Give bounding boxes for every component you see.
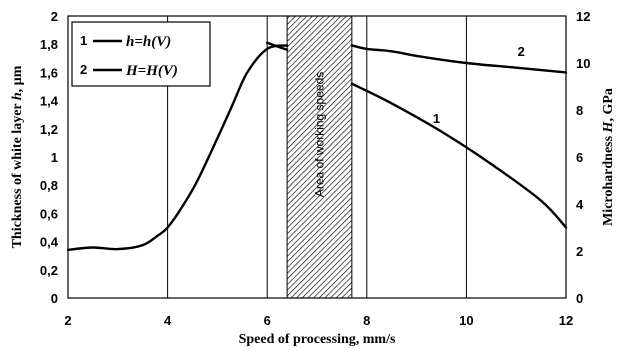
series-lines — [66, 41, 568, 251]
x-axis-ticks: 2 4 6 8 10 12 — [64, 313, 573, 328]
left-axis-label: Thickness of white layer h, µm — [10, 65, 25, 248]
x-axis-label: Speed of processing, mm/s — [239, 332, 396, 347]
legend-num-2: 2 — [80, 62, 87, 77]
right-tick-label-1: 2 — [576, 244, 583, 259]
left-tick-label-8: 1,6 — [40, 65, 58, 80]
left-tick-label-10: 2 — [51, 9, 58, 24]
legend: 1 h=h(V) 2 H=H(V) — [71, 21, 211, 87]
left-tick-label-4: 0,8 — [40, 178, 58, 193]
x-tick-label-1: 4 — [164, 313, 172, 328]
curve-label-1: 1 — [433, 111, 440, 126]
x-tick-label-2: 6 — [264, 313, 271, 328]
series-2-line-left — [66, 44, 289, 251]
left-tick-label-0: 0 — [51, 291, 58, 306]
right-tick-label-6: 12 — [576, 9, 590, 24]
right-axis-ticks: 0 2 4 6 8 10 12 — [576, 9, 590, 306]
x-tick-label-0: 2 — [64, 313, 71, 328]
right-tick-label-4: 8 — [576, 103, 583, 118]
working-speeds-label: Area of working speeds — [312, 72, 326, 197]
curve-label-2: 2 — [518, 44, 525, 59]
left-tick-label-2: 0,4 — [40, 235, 59, 250]
left-tick-label-3: 0,6 — [40, 206, 58, 221]
legend-box — [71, 21, 211, 87]
left-tick-label-6: 1,2 — [40, 122, 58, 137]
left-axis-label-suffix: , µm — [10, 65, 25, 92]
series-1-line-right — [350, 82, 568, 229]
left-tick-label-7: 1,4 — [40, 94, 59, 109]
working-speeds-area — [286, 15, 353, 299]
left-tick-label-1: 0,2 — [40, 263, 58, 278]
right-axis-label-var: H — [601, 120, 616, 133]
right-tick-label-2: 4 — [576, 197, 584, 212]
left-tick-label-9: 1,8 — [40, 37, 58, 52]
x-tick-label-5: 12 — [559, 313, 573, 328]
curve-labels: 12 — [433, 44, 525, 126]
legend-num-1: 1 — [80, 33, 87, 48]
x-tick-label-4: 10 — [459, 313, 473, 328]
right-tick-label-5: 10 — [576, 56, 590, 71]
left-axis-ticks: 0 0,2 0,4 0,6 0,8 1 1,2 1,4 1,6 1,8 2 — [40, 9, 59, 306]
series-2-line-right — [350, 44, 568, 74]
left-axis-label-var: h — [10, 92, 25, 100]
right-axis-label-prefix: Microhardness — [601, 132, 616, 225]
x-tick-label-3: 8 — [363, 313, 370, 328]
right-tick-label-0: 0 — [576, 291, 583, 306]
left-axis-label-prefix: Thickness of white layer — [10, 100, 25, 248]
legend-label-2: H=H(V) — [125, 63, 178, 79]
left-tick-label-5: 1 — [51, 150, 58, 165]
legend-label-1: h=h(V) — [126, 34, 171, 50]
right-tick-label-3: 6 — [576, 150, 583, 165]
right-axis-label-suffix: , GPa — [601, 88, 616, 121]
right-axis-label: Microhardness H, GPa — [601, 88, 616, 226]
plot-frame — [67, 15, 567, 299]
